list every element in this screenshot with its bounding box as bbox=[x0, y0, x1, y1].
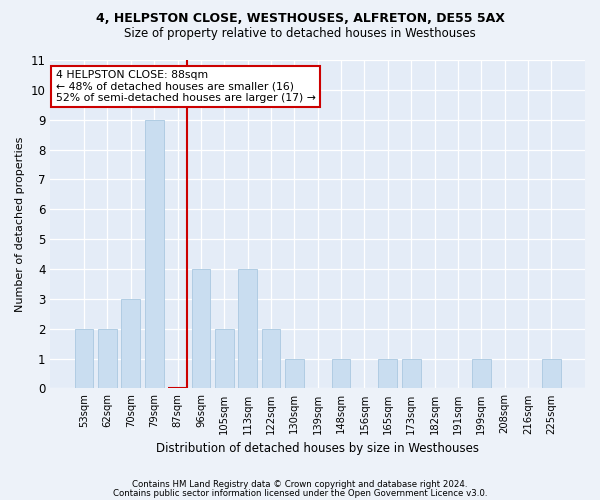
Bar bbox=[379, 358, 397, 388]
Bar bbox=[145, 120, 164, 388]
Bar bbox=[285, 358, 304, 388]
Bar bbox=[542, 358, 561, 388]
Bar bbox=[191, 269, 210, 388]
X-axis label: Distribution of detached houses by size in Westhouses: Distribution of detached houses by size … bbox=[156, 442, 479, 455]
Text: 4, HELPSTON CLOSE, WESTHOUSES, ALFRETON, DE55 5AX: 4, HELPSTON CLOSE, WESTHOUSES, ALFRETON,… bbox=[95, 12, 505, 26]
Text: 4 HELPSTON CLOSE: 88sqm
← 48% of detached houses are smaller (16)
52% of semi-de: 4 HELPSTON CLOSE: 88sqm ← 48% of detache… bbox=[56, 70, 316, 103]
Bar bbox=[98, 328, 117, 388]
Text: Contains HM Land Registry data © Crown copyright and database right 2024.: Contains HM Land Registry data © Crown c… bbox=[132, 480, 468, 489]
Bar bbox=[238, 269, 257, 388]
Bar bbox=[75, 328, 94, 388]
Bar bbox=[332, 358, 350, 388]
Bar bbox=[402, 358, 421, 388]
Bar bbox=[215, 328, 233, 388]
Bar bbox=[262, 328, 280, 388]
Bar bbox=[121, 299, 140, 388]
Text: Contains public sector information licensed under the Open Government Licence v3: Contains public sector information licen… bbox=[113, 490, 487, 498]
Text: Size of property relative to detached houses in Westhouses: Size of property relative to detached ho… bbox=[124, 28, 476, 40]
Bar bbox=[472, 358, 491, 388]
Y-axis label: Number of detached properties: Number of detached properties bbox=[15, 136, 25, 312]
